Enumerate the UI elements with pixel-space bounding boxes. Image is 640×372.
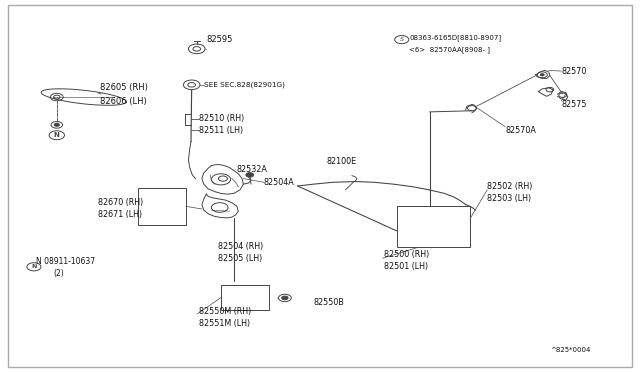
- Text: 82606 (LH): 82606 (LH): [100, 97, 147, 106]
- Text: 82570: 82570: [561, 67, 587, 76]
- Text: S: S: [400, 37, 404, 42]
- Text: 82501 (LH): 82501 (LH): [384, 262, 428, 271]
- Text: 82100E: 82100E: [326, 157, 356, 166]
- Text: 82503 (LH): 82503 (LH): [487, 195, 531, 203]
- Circle shape: [54, 124, 60, 126]
- Text: 82500 (RH): 82500 (RH): [384, 250, 429, 259]
- Text: 82550M (RH): 82550M (RH): [198, 307, 251, 316]
- Text: 82671 (LH): 82671 (LH): [98, 211, 142, 219]
- Bar: [138, 188, 186, 225]
- Text: ^825*0004: ^825*0004: [550, 347, 590, 353]
- Text: 82502 (RH): 82502 (RH): [487, 182, 532, 191]
- Text: 82605 (RH): 82605 (RH): [100, 83, 148, 92]
- Text: 82570A: 82570A: [505, 126, 536, 135]
- Text: N: N: [54, 132, 60, 138]
- Text: 82575: 82575: [561, 100, 587, 109]
- Bar: [397, 206, 470, 247]
- Text: 82504A: 82504A: [264, 178, 294, 187]
- Text: 82550B: 82550B: [314, 298, 344, 307]
- Text: <6>  82570AA[8908- ]: <6> 82570AA[8908- ]: [410, 46, 490, 53]
- Text: 82510 (RH): 82510 (RH): [198, 114, 244, 123]
- Text: 08363-6165D[8810-8907]: 08363-6165D[8810-8907]: [410, 34, 502, 41]
- Text: 82505 (LH): 82505 (LH): [218, 254, 262, 263]
- Text: N: N: [31, 264, 36, 269]
- Circle shape: [540, 74, 544, 76]
- Text: 82532A: 82532A: [237, 165, 268, 174]
- Text: N 08911-10637: N 08911-10637: [36, 257, 95, 266]
- Circle shape: [246, 173, 253, 177]
- Text: 82551M (LH): 82551M (LH): [198, 319, 250, 328]
- Text: 82670 (RH): 82670 (RH): [98, 198, 143, 207]
- Circle shape: [282, 296, 288, 300]
- Text: 82511 (LH): 82511 (LH): [198, 126, 243, 135]
- Text: (2): (2): [53, 269, 64, 278]
- Text: 82504 (RH): 82504 (RH): [218, 241, 263, 250]
- Text: SEE SEC.828(82901G): SEE SEC.828(82901G): [204, 81, 285, 88]
- Text: 82595: 82595: [206, 35, 233, 44]
- Bar: [221, 285, 269, 310]
